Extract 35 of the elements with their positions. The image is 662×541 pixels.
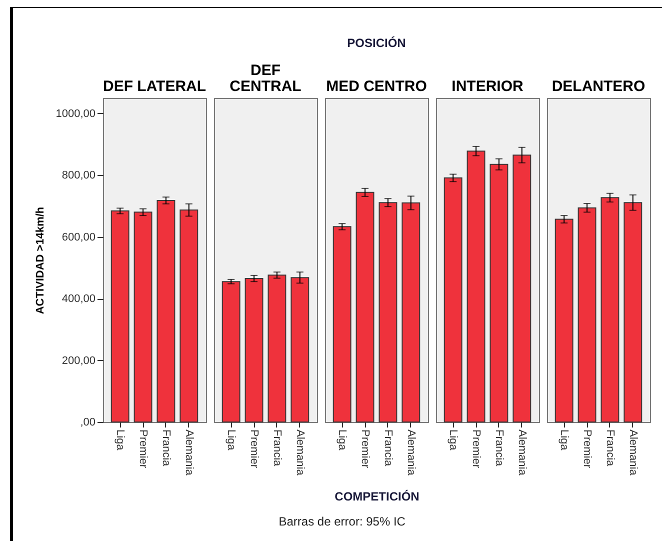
x-tick-label: Premier — [248, 430, 260, 468]
x-tick-label: Alemania — [294, 430, 306, 476]
x-tick-label: Liga — [447, 430, 460, 452]
x-tick-label: Francia — [492, 430, 505, 468]
x-tick-label: Alemania — [516, 430, 528, 476]
x-tick-label: Alemania — [404, 430, 417, 476]
chart-title: INTERIOR — [452, 78, 524, 95]
x-tick-label: Liga — [558, 430, 570, 452]
x-axis-title: COMPETICIÓN — [334, 489, 420, 504]
y-tick-label: 200,00 — [62, 354, 96, 367]
chart-title: MED CENTRO — [326, 78, 428, 95]
y-tick-label: 800,00 — [62, 170, 96, 182]
x-tick-label: Premier — [359, 430, 372, 468]
chart-title: DELANTERO — [552, 78, 646, 95]
text: Barras de error: 95% IC — [278, 514, 406, 528]
x-tick-label: Francia — [160, 430, 172, 468]
text: POSICIÓN — [347, 36, 406, 50]
x-tick-label: Alemania — [626, 430, 639, 476]
x-tick-label: Francia — [270, 430, 283, 468]
y-tick-label: 1000,00 — [56, 108, 96, 120]
y-tick-label: 400,00 — [62, 293, 96, 306]
x-tick-label: Liga — [114, 430, 126, 452]
x-tick-label: Alemania — [182, 430, 195, 476]
y-tick-label: 600,00 — [62, 231, 96, 244]
x-tick-label: Liga — [336, 430, 348, 452]
x-tick-label: Liga — [225, 430, 238, 452]
x-tick-label: Premier — [137, 430, 150, 468]
x-tick-label: Francia — [382, 430, 394, 468]
chart-title: DEF CENTRAL — [230, 62, 302, 95]
x-tick-label: Premier — [581, 430, 594, 468]
x-tick-label: Premier — [470, 430, 482, 468]
x-tick-label: Francia — [604, 430, 616, 468]
y-axis-title: ACTIVIDAD >14km/h — [34, 206, 47, 314]
chart-title: DEF LATERAL — [102, 78, 206, 95]
y-tick-label: ,00 — [80, 416, 96, 428]
